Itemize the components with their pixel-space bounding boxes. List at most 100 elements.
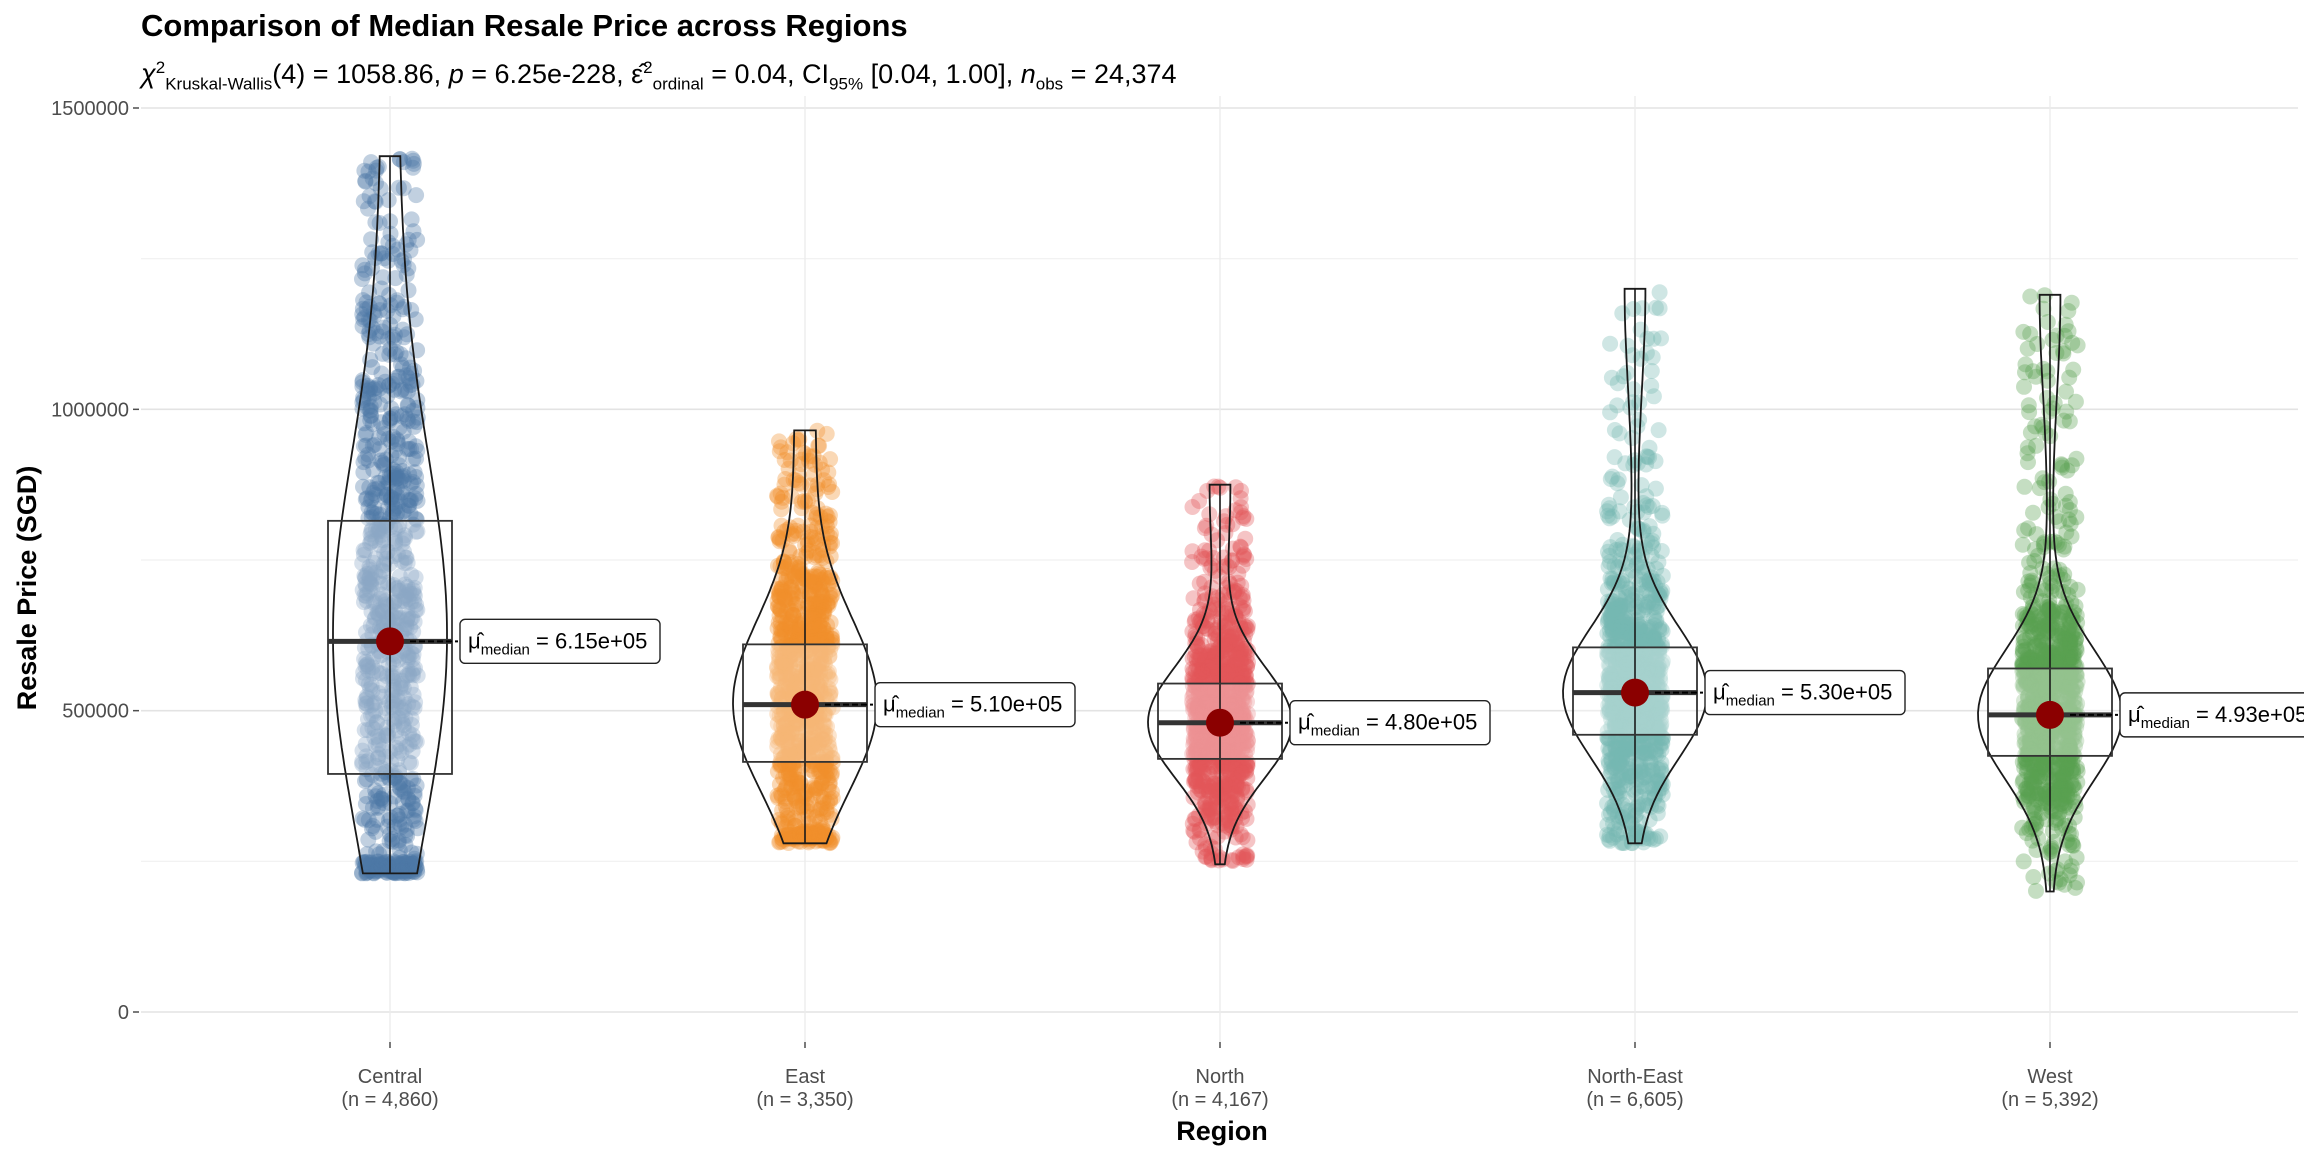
data-point bbox=[360, 640, 377, 657]
data-point bbox=[815, 805, 831, 822]
data-point bbox=[374, 859, 391, 876]
chart-subtitle: χ2Kruskal-Wallis(4) = 1058.86, p = 6.25e… bbox=[141, 58, 1177, 94]
data-point bbox=[384, 237, 401, 254]
data-point bbox=[383, 754, 399, 771]
data-point bbox=[369, 750, 386, 767]
data-point bbox=[401, 466, 418, 483]
data-point bbox=[354, 318, 371, 335]
data-point bbox=[403, 717, 420, 733]
data-point bbox=[380, 728, 397, 745]
data-point bbox=[405, 623, 422, 640]
data-point bbox=[362, 381, 378, 398]
data-point bbox=[802, 641, 819, 658]
data-point bbox=[405, 223, 422, 240]
data-point bbox=[358, 656, 375, 673]
data-point bbox=[368, 843, 385, 860]
data-point bbox=[388, 406, 405, 423]
data-point bbox=[817, 706, 834, 723]
data-point bbox=[361, 479, 378, 496]
data-point bbox=[358, 653, 375, 670]
data-point bbox=[773, 581, 790, 598]
data-point bbox=[1235, 664, 1252, 681]
data-point bbox=[373, 790, 390, 807]
data-point bbox=[379, 610, 396, 627]
data-point bbox=[409, 231, 426, 248]
data-point bbox=[1237, 530, 1254, 547]
data-point bbox=[369, 728, 386, 745]
data-point bbox=[367, 550, 384, 567]
data-point bbox=[372, 575, 389, 592]
data-point bbox=[368, 325, 385, 342]
data-point bbox=[2020, 611, 2037, 628]
data-point bbox=[369, 857, 386, 874]
data-point bbox=[774, 731, 790, 748]
data-point bbox=[400, 491, 417, 508]
data-point bbox=[398, 822, 415, 838]
data-point bbox=[769, 665, 786, 682]
data-point bbox=[374, 323, 391, 340]
data-point bbox=[374, 345, 391, 362]
data-point bbox=[358, 753, 375, 770]
data-point bbox=[381, 656, 397, 673]
data-point bbox=[402, 585, 419, 602]
data-point bbox=[384, 495, 401, 512]
data-point bbox=[391, 419, 408, 436]
data-point bbox=[370, 853, 387, 870]
data-point bbox=[380, 577, 397, 594]
data-point bbox=[356, 567, 373, 584]
data-point bbox=[386, 530, 403, 547]
data-point bbox=[365, 856, 381, 873]
data-point bbox=[2037, 786, 2054, 802]
data-point bbox=[406, 613, 423, 630]
data-point bbox=[361, 856, 378, 873]
data-point bbox=[396, 588, 413, 605]
data-point bbox=[389, 292, 406, 309]
data-point bbox=[361, 390, 377, 406]
data-point bbox=[362, 526, 379, 543]
data-point bbox=[2061, 413, 2078, 430]
data-point bbox=[384, 246, 401, 262]
data-point bbox=[785, 826, 801, 843]
data-point bbox=[367, 609, 384, 626]
data-point bbox=[388, 470, 405, 487]
data-point bbox=[2051, 780, 2068, 797]
data-point bbox=[368, 662, 385, 679]
data-point bbox=[791, 716, 807, 732]
data-point bbox=[363, 603, 380, 620]
data-point bbox=[808, 547, 825, 564]
data-point bbox=[374, 591, 391, 608]
data-point bbox=[1238, 551, 1255, 567]
median-point bbox=[376, 627, 404, 656]
data-point bbox=[366, 436, 383, 453]
data-point bbox=[397, 593, 414, 610]
data-point bbox=[355, 193, 372, 210]
data-point bbox=[387, 593, 404, 609]
data-point bbox=[363, 576, 380, 593]
data-point bbox=[360, 812, 377, 828]
data-point bbox=[387, 270, 404, 287]
data-point bbox=[409, 442, 426, 459]
data-point bbox=[401, 433, 418, 450]
data-point bbox=[360, 711, 376, 728]
data-point bbox=[2015, 323, 2032, 340]
data-point bbox=[380, 543, 397, 560]
data-point bbox=[380, 474, 397, 491]
data-point bbox=[803, 601, 820, 617]
data-point bbox=[810, 568, 827, 585]
data-point bbox=[783, 779, 800, 796]
data-point bbox=[388, 294, 405, 311]
data-point bbox=[366, 393, 383, 410]
data-point bbox=[364, 521, 381, 538]
data-point bbox=[357, 658, 374, 675]
data-point bbox=[787, 717, 804, 734]
data-point bbox=[409, 414, 426, 431]
data-point bbox=[786, 746, 803, 763]
data-point bbox=[365, 707, 382, 724]
data-point bbox=[400, 859, 417, 876]
data-point bbox=[354, 756, 371, 773]
data-point bbox=[403, 302, 420, 318]
data-point bbox=[817, 665, 833, 682]
data-point bbox=[373, 858, 390, 875]
data-point bbox=[373, 280, 390, 297]
data-point bbox=[777, 790, 794, 807]
